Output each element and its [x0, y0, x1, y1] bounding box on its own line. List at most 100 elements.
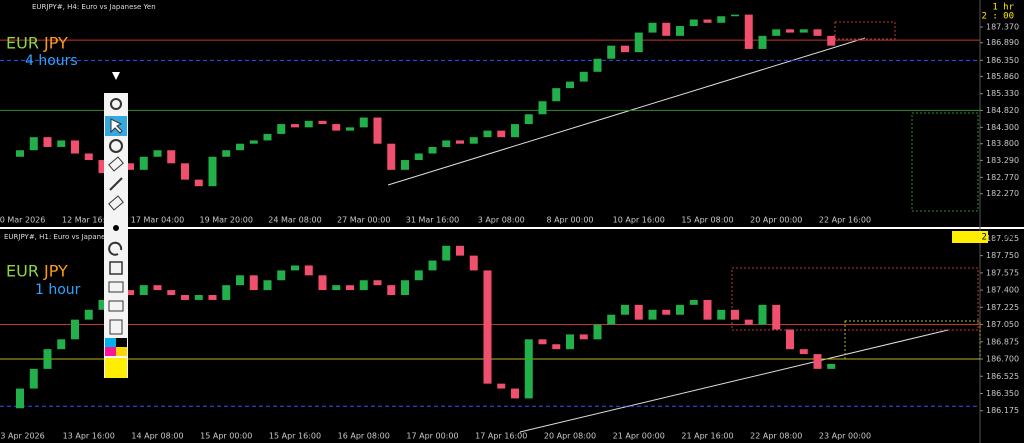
candle — [181, 163, 189, 180]
candle — [566, 334, 574, 350]
y-tick-label: 187.575 — [986, 268, 1019, 277]
color-swatch[interactable] — [105, 347, 116, 356]
candle — [538, 339, 547, 345]
candle — [689, 19, 698, 27]
candle — [332, 285, 341, 291]
candle — [263, 280, 272, 291]
candle — [126, 163, 134, 170]
candle — [29, 368, 38, 389]
x-tick-label: 17 Mar 04:00 — [131, 216, 184, 225]
candle — [277, 124, 286, 134]
candle — [717, 16, 726, 23]
tool-line[interactable] — [109, 177, 123, 191]
tool-clipboard[interactable] — [109, 319, 123, 335]
candle — [373, 280, 382, 286]
candle — [71, 140, 79, 154]
x-tick-label: 17 Apr 16:00 — [475, 432, 527, 441]
x-tick-label: 12 Mar 16:00 — [62, 216, 115, 225]
candle — [318, 120, 327, 125]
candle — [744, 14, 753, 49]
candle — [662, 309, 671, 315]
candle — [676, 26, 684, 36]
candle — [758, 304, 767, 325]
candle — [208, 156, 217, 187]
candle — [236, 143, 244, 151]
tool-eye[interactable] — [110, 98, 122, 110]
chart-title: EURJPY#, H4: Euro vs Japanese Yen — [32, 3, 156, 11]
candle — [387, 285, 396, 296]
candle — [277, 270, 286, 281]
candle — [607, 314, 616, 325]
x-tick-label: 23 Apr 00:00 — [819, 432, 871, 441]
candle — [428, 146, 437, 154]
y-tick-label: 182.770 — [986, 173, 1019, 182]
candle — [497, 130, 506, 138]
candle — [813, 354, 822, 369]
candle — [593, 58, 602, 72]
toolbar — [104, 72, 128, 378]
timer-label: 2 : 00 — [981, 233, 1014, 243]
candle — [799, 349, 808, 355]
candle — [511, 388, 519, 399]
tool-cursor[interactable] — [110, 118, 123, 134]
candle — [16, 150, 24, 157]
candle — [194, 179, 203, 187]
candle — [786, 329, 794, 350]
x-tick-label: 24 Mar 08:00 — [268, 216, 321, 225]
color-swatch[interactable] — [116, 347, 127, 356]
candle — [359, 280, 368, 291]
color-swatch[interactable] — [116, 338, 127, 347]
candle — [126, 290, 134, 296]
tool-undo[interactable] — [108, 241, 123, 256]
candle — [634, 304, 643, 320]
candle — [786, 29, 794, 33]
candle — [387, 143, 396, 170]
x-tick-label: 22 Apr 08:00 — [750, 432, 802, 441]
pen-icon[interactable] — [112, 72, 120, 80]
candle — [634, 32, 643, 53]
candle — [593, 324, 602, 340]
timeframe-label: 1 hour — [35, 282, 81, 298]
timer-box — [952, 231, 988, 243]
candle — [222, 285, 231, 300]
candle — [84, 309, 93, 320]
candle — [16, 388, 24, 409]
tool-crosshair[interactable] — [109, 139, 123, 153]
candle — [566, 81, 574, 89]
tool-eraser-2[interactable] — [108, 195, 124, 211]
candle — [43, 137, 52, 147]
x-tick-label: 16 Apr 08:00 — [338, 432, 390, 441]
x-tick-label: 8 Apr 00:00 — [546, 216, 593, 225]
tool-delete[interactable] — [109, 261, 123, 275]
candle — [483, 130, 492, 138]
candle — [249, 275, 258, 291]
tool-camera[interactable] — [108, 300, 124, 312]
candle — [181, 295, 189, 300]
candle — [318, 275, 327, 291]
candle — [813, 29, 822, 36]
y-tick-label: 183.290 — [986, 156, 1019, 165]
tool-screenshot[interactable] — [108, 281, 124, 293]
tool-dot[interactable] — [113, 225, 119, 231]
candle — [524, 339, 533, 399]
y-tick-label: 187.225 — [986, 303, 1019, 312]
x-tick-label: 20 Apr 00:00 — [750, 216, 802, 225]
tool-eraser[interactable] — [108, 156, 124, 172]
candle — [139, 156, 148, 170]
color-swatch[interactable] — [105, 358, 127, 378]
x-tick-label: 14 Apr 08:00 — [131, 432, 183, 441]
candle — [456, 245, 464, 256]
y-tick-label: 187.400 — [986, 286, 1019, 295]
color-swatch[interactable] — [105, 338, 116, 347]
candle — [428, 260, 437, 271]
candle — [263, 133, 272, 141]
symbol-base: EUR — [6, 34, 39, 53]
x-tick-label: 22 Apr 16:00 — [819, 216, 871, 225]
symbol-quote: JPY — [43, 34, 68, 53]
x-tick-label: 17 Apr 00:00 — [406, 432, 458, 441]
x-tick-label: 19 Mar 20:00 — [200, 216, 253, 225]
candle — [483, 270, 492, 384]
